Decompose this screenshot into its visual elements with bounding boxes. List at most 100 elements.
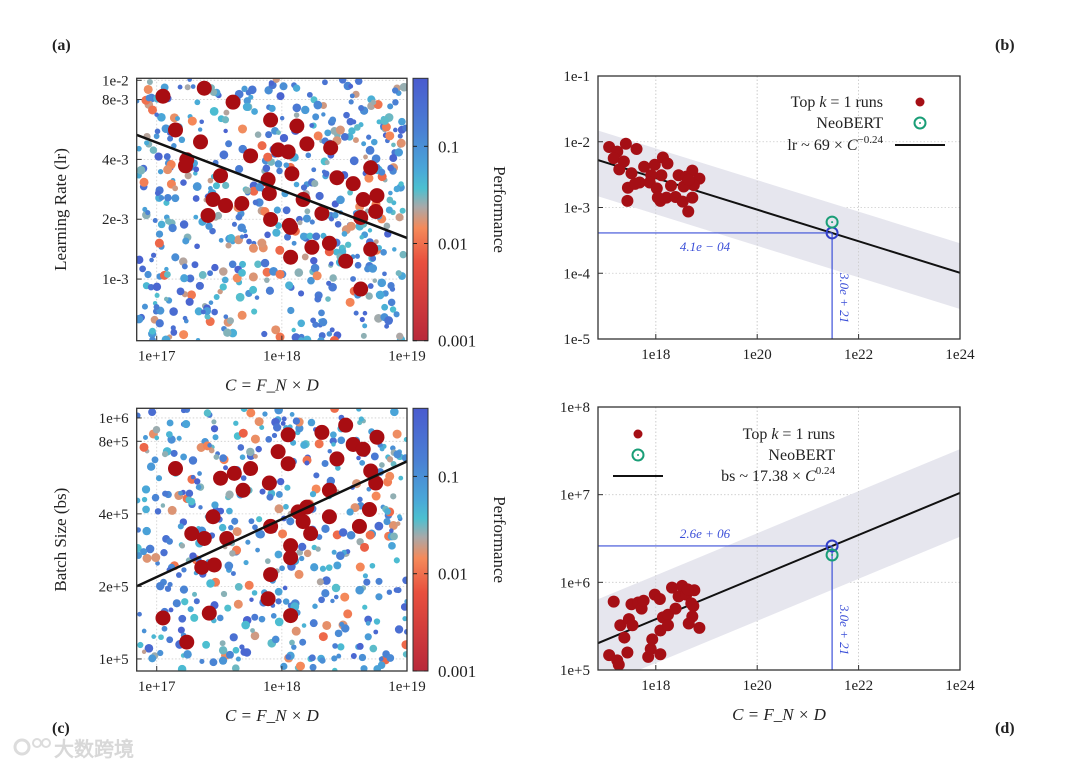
top-run-point bbox=[646, 633, 659, 646]
colorbar-tick-label: 0.1 bbox=[438, 467, 459, 486]
run-point bbox=[343, 111, 350, 119]
run-point bbox=[274, 504, 284, 514]
run-point bbox=[357, 496, 363, 503]
legend-neobert-dot bbox=[919, 122, 921, 124]
run-point bbox=[380, 248, 387, 256]
run-point bbox=[358, 105, 365, 112]
run-point bbox=[382, 271, 387, 277]
top-run-point bbox=[355, 441, 371, 457]
run-point bbox=[179, 220, 189, 229]
run-point bbox=[360, 332, 367, 339]
top-run-point bbox=[260, 591, 276, 607]
run-point bbox=[292, 417, 301, 425]
run-point bbox=[231, 664, 240, 671]
run-point bbox=[390, 493, 397, 500]
top-run-point bbox=[618, 631, 631, 644]
run-point bbox=[203, 409, 212, 417]
run-point bbox=[191, 261, 199, 269]
run-point bbox=[334, 220, 342, 228]
run-point bbox=[358, 653, 367, 662]
run-point bbox=[307, 418, 316, 427]
run-point bbox=[400, 603, 407, 611]
plot-area bbox=[598, 76, 960, 339]
run-point bbox=[376, 119, 382, 125]
run-point bbox=[364, 615, 373, 624]
run-point bbox=[346, 508, 354, 516]
run-point bbox=[361, 141, 367, 147]
run-point bbox=[187, 116, 197, 126]
run-point bbox=[279, 115, 285, 121]
run-point bbox=[149, 257, 154, 263]
run-point bbox=[165, 218, 172, 225]
run-point bbox=[309, 491, 317, 498]
run-point bbox=[398, 475, 404, 481]
top-run-point bbox=[369, 188, 385, 204]
run-point bbox=[136, 165, 146, 175]
run-point bbox=[343, 609, 353, 619]
run-point bbox=[354, 261, 362, 269]
run-point bbox=[355, 562, 365, 572]
run-point bbox=[149, 336, 156, 341]
run-point bbox=[164, 271, 171, 278]
top-run-point bbox=[687, 600, 700, 613]
run-point bbox=[161, 451, 169, 458]
run-point bbox=[192, 591, 198, 597]
y-tick-label: 1e-2 bbox=[563, 135, 590, 151]
run-point bbox=[166, 538, 173, 545]
run-point bbox=[246, 238, 252, 245]
run-point bbox=[248, 243, 258, 253]
top-run-point bbox=[613, 163, 626, 176]
run-point bbox=[347, 189, 353, 196]
run-point bbox=[393, 557, 400, 564]
top-run-point bbox=[321, 235, 337, 251]
run-point bbox=[299, 555, 305, 562]
run-point bbox=[166, 419, 174, 427]
y-tick-label: 1e+5 bbox=[560, 663, 590, 679]
run-point bbox=[243, 233, 249, 239]
top-run-point bbox=[323, 140, 339, 156]
top-run-point bbox=[321, 509, 337, 525]
run-point bbox=[373, 665, 382, 671]
run-point bbox=[264, 231, 271, 239]
top-run-point bbox=[629, 177, 642, 190]
top-run-point bbox=[283, 249, 299, 265]
top-run-point bbox=[243, 148, 259, 164]
run-point bbox=[295, 661, 305, 671]
run-point bbox=[315, 546, 321, 552]
top-run-point bbox=[263, 112, 279, 128]
run-point bbox=[358, 416, 365, 422]
run-point bbox=[194, 478, 201, 485]
run-point bbox=[285, 654, 292, 660]
legend-text-part: Top bbox=[791, 94, 820, 111]
top-run-point bbox=[205, 192, 221, 208]
run-point bbox=[341, 230, 348, 237]
run-point bbox=[354, 253, 360, 259]
run-point bbox=[187, 497, 196, 506]
run-point bbox=[239, 260, 247, 268]
run-point bbox=[271, 325, 281, 335]
run-point bbox=[200, 309, 206, 315]
run-point bbox=[145, 210, 151, 216]
run-point bbox=[136, 314, 144, 324]
run-point bbox=[301, 105, 310, 115]
run-point bbox=[194, 99, 201, 106]
colorbar-tick-label: 0.01 bbox=[438, 565, 468, 584]
run-point bbox=[399, 207, 406, 214]
colorbar-label: Performance bbox=[490, 166, 509, 253]
run-point bbox=[157, 168, 164, 175]
run-point bbox=[389, 528, 394, 533]
run-point bbox=[340, 592, 350, 602]
top-run-point bbox=[666, 581, 679, 594]
run-point bbox=[211, 308, 218, 316]
run-point bbox=[194, 307, 203, 316]
run-point bbox=[180, 179, 187, 186]
run-point bbox=[153, 133, 160, 140]
run-point bbox=[164, 585, 172, 592]
run-point bbox=[221, 276, 229, 284]
top-run-point bbox=[653, 592, 666, 605]
run-point bbox=[171, 143, 177, 149]
run-point bbox=[335, 465, 341, 471]
run-point bbox=[230, 571, 236, 577]
top-run-point bbox=[676, 195, 689, 208]
